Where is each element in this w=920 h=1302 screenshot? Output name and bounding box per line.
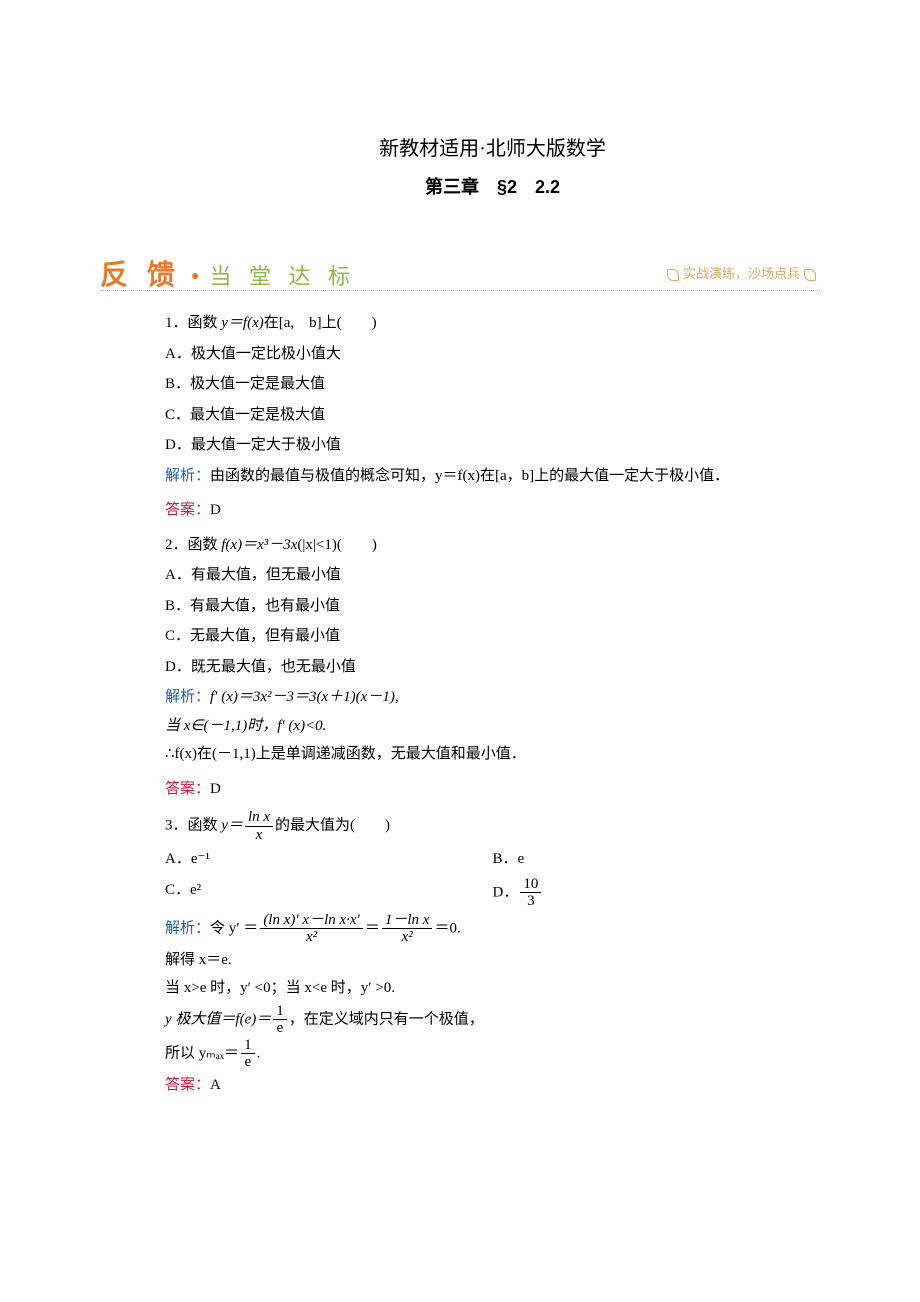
- q3-optd-den: 3: [520, 892, 541, 910]
- q3-stem: 3．函数 y＝ln xx的最大值为( ): [165, 809, 820, 843]
- q3-answer: 答案：A: [165, 1071, 820, 1100]
- q2-analysis-line1: 解析：f′ (x)＝3x²－3＝3(x＋1)(x－1),: [165, 683, 820, 712]
- q3-frac1-den: x: [245, 826, 273, 844]
- q2-stem: 2．函数 f(x)＝x³－3x(|x|<1)( ): [165, 531, 820, 560]
- q3-frac5: 1e: [241, 1037, 255, 1071]
- q2-option-b: B．有最大值，也有最小值: [165, 592, 820, 621]
- q2-option-d: D．既无最大值，也无最小值: [165, 653, 820, 682]
- q2-option-c: C．无最大值，但有最小值: [165, 622, 820, 651]
- q2-analysis-line3: ∴f(x)在(－1,1)上是单调递减函数，无最大值和最小值．: [165, 740, 820, 769]
- q2-jiexi-l2: 当 x∈(－1,1)时，f′ (x)<0.: [165, 718, 326, 734]
- q3-optd-num: 10: [520, 876, 541, 893]
- q1-jiexi-label: 解析：: [165, 468, 210, 484]
- q3-jiexi-l4-pre: y 极大值＝f(e)＝: [165, 1011, 271, 1027]
- q3-frac4-num: 1: [273, 1003, 287, 1020]
- q3-options-row1: A．e⁻¹ B．e: [165, 845, 820, 876]
- q3-optd-pre: D．: [493, 884, 519, 900]
- q3-jiexi-label: 解析：: [165, 920, 210, 936]
- q2-stem-expr: f(x)＝x³－3x: [221, 537, 297, 553]
- q1-option-c: C．最大值一定是极大值: [165, 401, 820, 430]
- q3-jiexi-l5-post: .: [257, 1045, 261, 1061]
- q3-analysis-line1: 解析：令 y′ ＝(ln x)′ x－ln x·x′x²＝1－ln xx²＝0.: [165, 912, 820, 946]
- q3-stem-post: 的最大值为( ): [275, 818, 390, 834]
- q3-option-c: C．e²: [165, 876, 493, 910]
- q3-frac4: 1e: [273, 1003, 287, 1037]
- q3-daan-label: 答案：: [165, 1077, 210, 1093]
- q2-jiexi-label: 解析：: [165, 689, 210, 705]
- q2-daan-text: D: [210, 781, 221, 797]
- q3-options-row2: C．e² D．103: [165, 876, 820, 912]
- q2-option-a: A．有最大值，但无最小值: [165, 561, 820, 590]
- q1-stem-pre: 1．函数: [165, 315, 221, 331]
- q3-jiexi-l1-post: ＝0.: [434, 920, 460, 936]
- doc-title-2: 第三章 §2 2.2: [165, 170, 820, 204]
- q3-frac5-num: 1: [241, 1037, 255, 1054]
- q3-option-a: A．e⁻¹: [165, 845, 493, 874]
- q1-stem-post: 在[a, b]上( ): [264, 315, 377, 331]
- q3-frac2-num: (ln x)′ x－ln x·x′: [260, 912, 363, 929]
- banner-subtitle: 实战演练，沙场点兵: [663, 262, 820, 287]
- banner-bullet-icon: ●: [191, 264, 199, 291]
- q3-stem-pre: 3．函数: [165, 818, 221, 834]
- q1-daan-text: D: [210, 502, 221, 518]
- q3-frac2-den: x²: [260, 928, 363, 946]
- q3-analysis-line3: 当 x>e 时，y′ <0；当 x<e 时，y′ >0.: [165, 974, 820, 1003]
- q2-answer: 答案：D: [165, 775, 820, 804]
- q2-analysis-line2: 当 x∈(－1,1)时，f′ (x)<0.: [165, 712, 820, 741]
- q1-stem: 1．函数 y＝f(x)在[a, b]上( ): [165, 309, 820, 338]
- banner-fankui: 反 馈: [100, 249, 181, 302]
- q3-jiexi-l5-pre: 所以 yₘₐₓ＝: [165, 1045, 239, 1061]
- q3-analysis-line2: 解得 x＝e.: [165, 946, 820, 975]
- q3-eq1: ＝: [365, 920, 380, 936]
- q2-stem-post: (|x|<1)( ): [297, 537, 376, 553]
- q3-optd-frac: 103: [520, 876, 541, 910]
- q3-analysis-line4: y 极大值＝f(e)＝1e，在定义域内只有一个极值，: [165, 1003, 820, 1037]
- q1-jiexi-text: 由函数的最值与极值的概念可知，y＝f(x)在[a，b]上的最大值一定大于极小值．: [210, 468, 729, 484]
- q3-frac2: (ln x)′ x－ln x·x′x²: [260, 912, 363, 946]
- q3-frac3: 1－ln xx²: [382, 912, 433, 946]
- q1-option-a: A．极大值一定比极小值大: [165, 340, 820, 369]
- q3-frac5-den: e: [241, 1053, 255, 1071]
- q1-analysis: 解析：由函数的最值与极值的概念可知，y＝f(x)在[a，b]上的最大值一定大于极…: [165, 462, 820, 491]
- q3-frac4-den: e: [273, 1019, 287, 1037]
- q3-option-b: B．e: [493, 845, 821, 874]
- q1-stem-expr: y＝f(x): [221, 315, 263, 331]
- q3-frac3-num: 1－ln x: [382, 912, 433, 929]
- banner-dangtang: 当 堂 达 标: [209, 256, 356, 298]
- q3-frac3-den: x²: [382, 928, 433, 946]
- q1-answer: 答案：D: [165, 496, 820, 525]
- q1-daan-label: 答案：: [165, 502, 210, 518]
- doc-title-1: 新教材适用·北师大版数学: [165, 130, 820, 168]
- q3-frac1-num: ln x: [245, 809, 273, 826]
- q2-jiexi-l1: f′ (x)＝3x²－3＝3(x＋1)(x－1),: [210, 689, 399, 705]
- q2-daan-label: 答案：: [165, 781, 210, 797]
- q2-stem-pre: 2．函数: [165, 537, 221, 553]
- q3-jiexi-l4-post: ，在定义域内只有一个极值，: [289, 1011, 484, 1027]
- q1-option-b: B．极大值一定是最大值: [165, 370, 820, 399]
- q3-analysis-line5: 所以 yₘₐₓ＝1e.: [165, 1037, 820, 1071]
- q1-option-d: D．最大值一定大于极小值: [165, 431, 820, 460]
- q3-frac1: ln xx: [245, 809, 273, 843]
- q3-option-d: D．103: [493, 876, 821, 910]
- q3-daan-text: A: [210, 1077, 221, 1093]
- q3-jiexi-l1-pre: 令 y′ ＝: [210, 920, 258, 936]
- section-banner: 反 馈 ● 当 堂 达 标 实战演练，沙场点兵: [100, 249, 820, 291]
- q3-stem-y: y＝: [221, 818, 243, 834]
